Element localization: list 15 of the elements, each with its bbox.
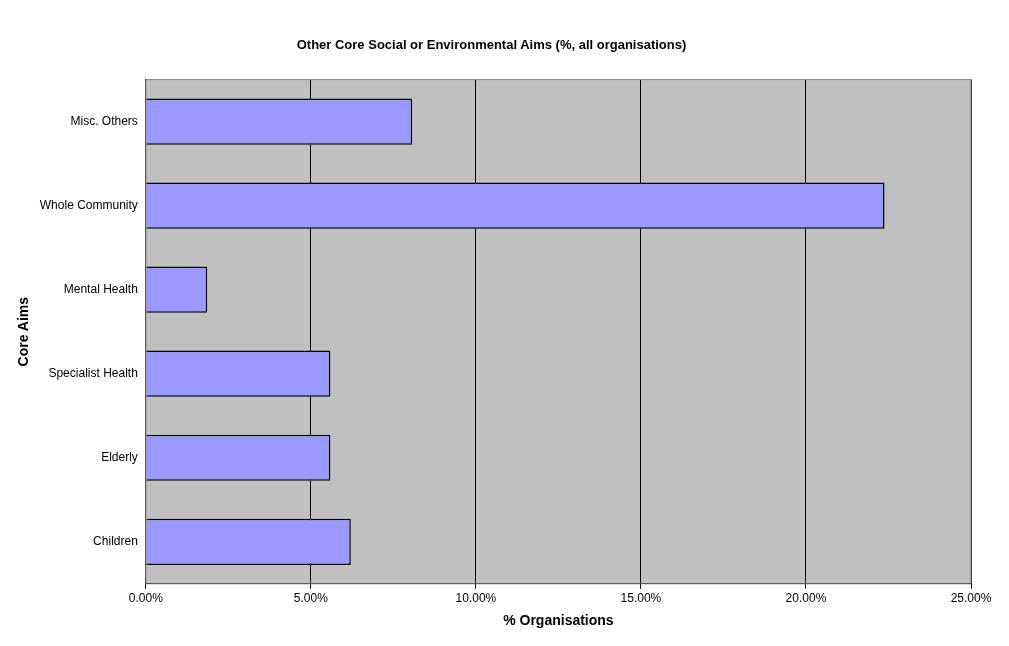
y-tick-label: Elderly [101,450,138,465]
x-axis-title: % Organisations [503,612,614,629]
y-tick-label: Mental Health [63,282,138,296]
x-tick-label: 15.00% [620,591,662,606]
chart-title: Other Core Social or Environmental Aims (%, all organisations) [296,37,687,53]
x-tick-label: 5.00% [293,591,329,606]
y-tick-label: Specialist Health [48,366,138,381]
x-tick-label: 0.00% [128,591,164,606]
y-tick-label: Whole Community [39,197,138,212]
y-tick-label: Misc. Others [70,113,138,128]
y-tick-label: Children [93,534,138,549]
x-tick-label: 10.00% [455,591,497,606]
y-axis-title: Core Aims [15,296,32,367]
x-tick-label: 25.00% [950,591,992,606]
x-tick-label: 20.00% [785,591,827,606]
